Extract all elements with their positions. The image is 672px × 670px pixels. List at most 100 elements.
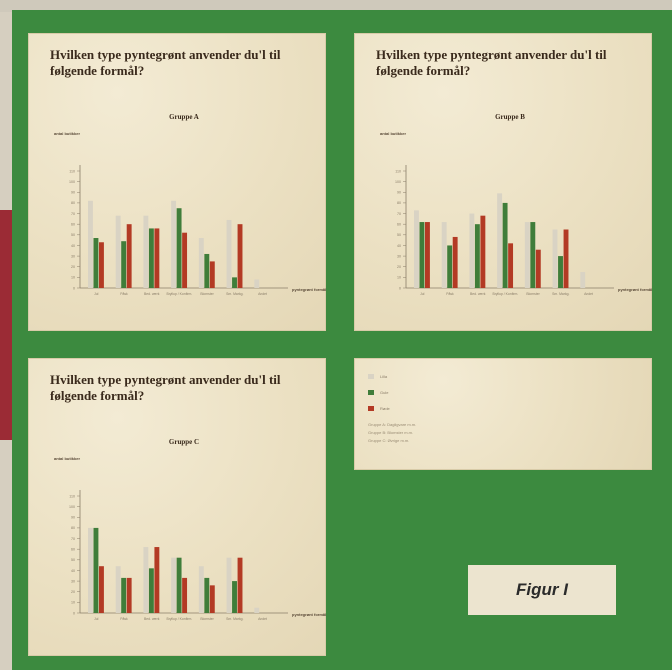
x-tick-label: Blomster (200, 292, 214, 296)
bar (99, 566, 104, 613)
x-tick-label: Bryllup / Konfirm. (166, 292, 192, 296)
bar (558, 256, 563, 288)
bar (237, 224, 243, 288)
bar (143, 215, 149, 288)
bar (115, 566, 121, 613)
bar (176, 557, 182, 613)
bar (524, 222, 530, 288)
y-tick-label: 50 (71, 558, 75, 562)
y-tick-label: 110 (395, 169, 401, 173)
bar (182, 232, 188, 288)
x-axis-label: pyntegrønt formål (618, 287, 652, 292)
bar (88, 200, 93, 288)
y-tick-label: 70 (71, 537, 75, 541)
y-tick-label: 50 (397, 233, 401, 237)
bar (254, 607, 260, 613)
bar (452, 236, 458, 288)
y-tick-label: 30 (71, 579, 75, 583)
y-tick-label: 70 (71, 212, 75, 216)
x-tick-label: Sm. Markg. (226, 292, 243, 296)
bar (502, 202, 508, 288)
bar (148, 228, 154, 288)
y-tick-label: 10 (397, 276, 401, 280)
y-tick-label: 110 (69, 169, 75, 173)
background-top (0, 0, 672, 12)
x-axis-label: pyntegrønt formål (292, 612, 326, 617)
bar (93, 527, 99, 613)
chart-title: Gruppe A (169, 113, 199, 121)
legend-swatch (368, 390, 374, 395)
y-tick-label: 30 (397, 254, 401, 258)
legend-label: Gule (380, 390, 389, 395)
y-tick-label: 110 (69, 494, 75, 498)
bar (441, 222, 447, 288)
legend-swatch (368, 406, 374, 411)
legend-item-2: Gule (368, 390, 388, 395)
legend-label: Røde (380, 406, 390, 411)
bar (99, 242, 104, 288)
figure-caption: Figur I (468, 565, 616, 615)
y-tick-label: 80 (71, 526, 75, 530)
y-tick-label: 100 (69, 180, 75, 184)
bar (425, 222, 430, 288)
y-tick-label: 100 (69, 505, 75, 509)
y-tick-label: 10 (71, 601, 75, 605)
bar (148, 568, 154, 613)
legend-note: Gruppe C: Øvrige m.m. (368, 438, 410, 443)
y-tick-label: 0 (73, 611, 75, 615)
x-tick-label: Jul (420, 292, 425, 296)
bar (88, 527, 93, 613)
bar (126, 577, 132, 613)
bar (254, 279, 260, 288)
bar (552, 229, 558, 288)
bar (176, 208, 182, 288)
y-tick-label: 90 (71, 516, 75, 520)
x-tick-label: Andet (258, 292, 267, 296)
y-tick-label: 60 (71, 547, 75, 551)
bar (204, 253, 210, 288)
x-tick-label: Andet (584, 292, 593, 296)
bar (419, 222, 425, 288)
legend-label: Lilla (380, 374, 388, 379)
chart-panel-c: Hvilken type pyntegrønt anvender du'l ti… (28, 358, 326, 656)
bar (232, 581, 237, 613)
legend-item-1: Lilla (368, 374, 387, 379)
bar (480, 215, 486, 288)
y-tick-label: 90 (71, 191, 75, 195)
bar (143, 547, 149, 613)
y-tick-label: 20 (397, 265, 401, 269)
bar (171, 200, 177, 288)
bar (563, 229, 569, 288)
x-tick-label: Andet (258, 617, 267, 621)
y-axis-label: antal butikker (54, 131, 80, 136)
bar (226, 557, 232, 613)
bar (535, 249, 541, 288)
bar (474, 224, 480, 288)
bar (198, 566, 204, 613)
y-tick-label: 30 (71, 254, 75, 258)
y-tick-label: 40 (71, 244, 75, 248)
y-tick-label: 0 (73, 286, 75, 290)
y-tick-label: 80 (71, 201, 75, 205)
chart-title: Gruppe B (495, 113, 525, 121)
y-tick-label: 40 (71, 569, 75, 573)
bar (154, 228, 160, 288)
y-tick-label: 60 (71, 222, 75, 226)
y-tick-label: 20 (71, 265, 75, 269)
bar (209, 585, 215, 613)
bar-chart-c: Gruppe C antal butikker 0 10 20 30 40 50 60 70 80 9… (54, 438, 326, 621)
legend-note: Gruppe B: Blomster m.m. (368, 430, 414, 435)
x-tick-label: Bed. værk (470, 292, 486, 296)
bar (182, 577, 188, 613)
panel-title: Hvilken type pyntegrønt anvender du'l ti… (376, 47, 607, 78)
x-tick-label: Jul (94, 617, 99, 621)
bar (209, 261, 215, 288)
panel-title: Hvilken type pyntegrønt anvender du'l ti… (50, 372, 281, 403)
bar (226, 219, 232, 288)
bar (126, 224, 132, 288)
bar (580, 272, 586, 288)
x-tick-label: Sm. Markg. (226, 617, 243, 621)
legend-swatch (368, 374, 374, 379)
x-tick-label: Blomster (526, 292, 540, 296)
bar-chart-a: Gruppe A antal butikker 0 10 20 30 40 50 60 70 80 9… (54, 113, 326, 296)
